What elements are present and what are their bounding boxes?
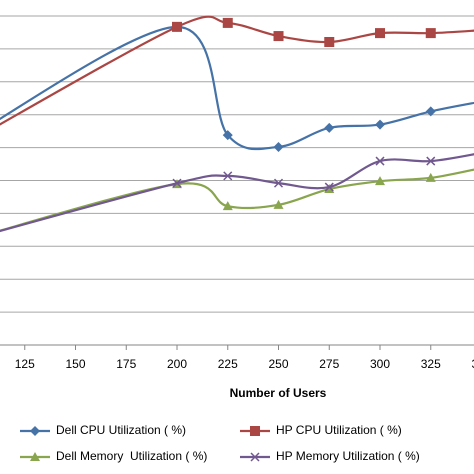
marker	[426, 156, 436, 166]
legend-marker	[250, 426, 260, 436]
x-tick-label: 325	[421, 357, 441, 371]
x-tick-label: 175	[116, 357, 136, 371]
series-line	[0, 15, 474, 126]
marker	[324, 184, 335, 194]
legend-marker	[30, 426, 40, 436]
marker	[425, 28, 436, 39]
series-line	[0, 25, 474, 151]
marker	[324, 122, 335, 133]
series-line	[0, 153, 474, 233]
x-tick-label: 275	[319, 357, 339, 371]
marker	[375, 176, 386, 186]
series-line	[0, 168, 474, 232]
marker	[223, 171, 233, 181]
x-tick-label: 250	[268, 357, 288, 371]
legend-marker	[250, 452, 260, 462]
marker	[222, 130, 233, 141]
legend-label: Dell CPU Utilization ( %)	[56, 423, 186, 437]
marker	[273, 178, 284, 188]
x-tick-label: 350	[471, 357, 474, 371]
plot	[0, 15, 474, 233]
x-tick-label: 150	[65, 357, 85, 371]
x-tick-label: 125	[15, 357, 35, 371]
marker	[222, 17, 233, 28]
legend-marker	[30, 452, 40, 461]
marker	[324, 182, 334, 192]
marker	[273, 141, 284, 152]
marker	[375, 28, 386, 39]
legend-label: Dell Memory Utilization ( %)	[56, 449, 207, 463]
legend-label: HP CPU Utilization ( %)	[276, 423, 402, 437]
marker	[273, 199, 284, 209]
marker	[425, 172, 436, 182]
x-tick-label: 225	[218, 357, 238, 371]
marker	[375, 119, 386, 130]
x-axis-label: Number of Users	[230, 386, 327, 400]
marker	[172, 178, 182, 188]
marker	[375, 156, 385, 166]
x-tick-label: 200	[167, 357, 187, 371]
marker	[273, 31, 284, 42]
x-tick-label: 300	[370, 357, 390, 371]
marker	[222, 201, 233, 211]
legend-label: HP Memory Utilization ( %)	[276, 449, 420, 463]
marker	[172, 21, 183, 32]
marker	[425, 106, 436, 117]
marker	[324, 36, 335, 47]
